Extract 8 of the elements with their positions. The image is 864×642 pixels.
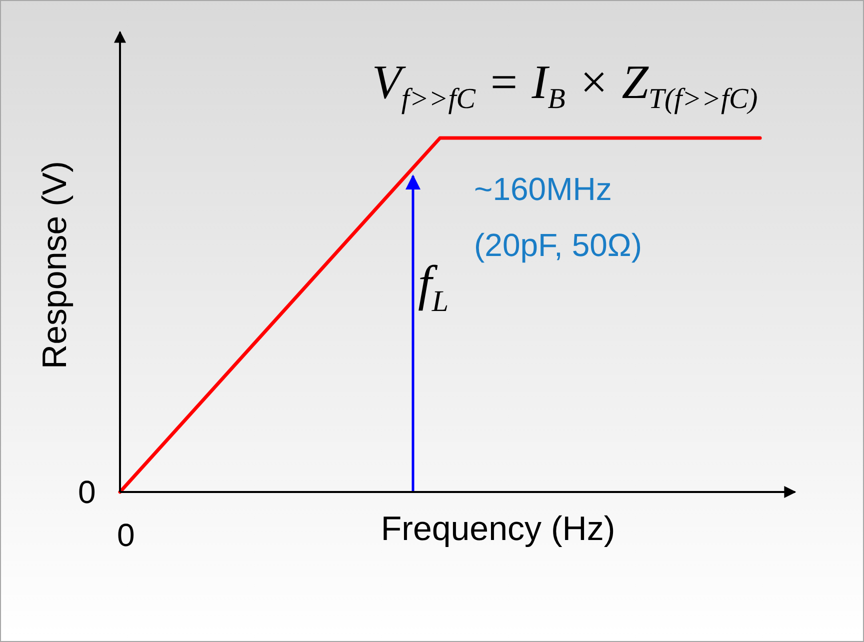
text: V$_{f>>fC}$ = I$_{B}$ × Z$_{T(f>>fC)}$	[372, 56, 758, 116]
annotation: ~160MHz	[474, 171, 612, 207]
annotation: f$_{L}$	[418, 255, 449, 318]
text: 0	[78, 474, 96, 510]
text: 0	[117, 517, 135, 553]
annotation: (20pF, 50Ω)	[474, 227, 642, 263]
x-axis-title: Frequency (Hz)	[380, 510, 616, 548]
y-axis-title: Response (V)	[36, 161, 74, 369]
